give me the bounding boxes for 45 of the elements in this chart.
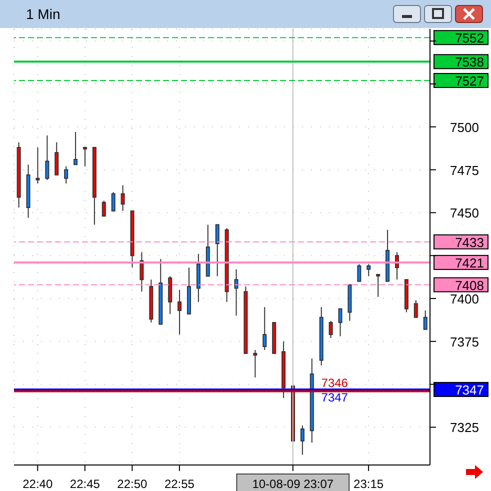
candlestick xyxy=(120,184,125,212)
ref-line-label: 7552 xyxy=(455,30,484,46)
candlestick xyxy=(262,306,267,350)
candlestick xyxy=(54,142,59,176)
candlestick xyxy=(64,166,68,184)
candlestick xyxy=(234,268,238,316)
candlestick xyxy=(102,200,106,217)
ref-line-label: 7538 xyxy=(455,54,484,70)
y-tick-label: 7400 xyxy=(450,291,479,306)
candlestick xyxy=(338,308,342,337)
ref-line-label: 7433 xyxy=(455,234,484,250)
annotation: 7347 xyxy=(321,390,348,404)
y-tick-label: 7325 xyxy=(450,420,479,436)
x-tick-label: 22:50 xyxy=(117,477,148,491)
y-tick-label: 7450 xyxy=(450,206,479,221)
ref-line-label: 7421 xyxy=(455,255,484,270)
candlestick xyxy=(111,192,116,212)
x-tick-label: 22:55 xyxy=(164,477,195,491)
ref-line-label: 7347 xyxy=(455,382,484,398)
y-tick-label: 7500 xyxy=(450,120,479,135)
candlestick xyxy=(45,134,50,181)
candlestick xyxy=(140,252,144,292)
ref-line-label: 7408 xyxy=(455,278,484,293)
candlestick xyxy=(82,146,87,167)
y-tick-label: 7375 xyxy=(450,334,479,350)
candlestick xyxy=(36,146,40,184)
candlestick xyxy=(328,320,333,338)
x-tick-label: 22:40 xyxy=(22,477,53,491)
candlestick xyxy=(376,274,380,298)
candlestick xyxy=(366,264,371,277)
candlestick xyxy=(178,289,182,336)
annotation: 7346 xyxy=(321,376,348,390)
candlestick xyxy=(300,425,304,456)
y-tick-label: 7475 xyxy=(450,162,479,178)
candlestick xyxy=(423,310,428,330)
candlestick xyxy=(74,131,78,166)
candlestick xyxy=(215,224,220,277)
chart-title: 1 Min xyxy=(26,6,60,22)
candlestick xyxy=(253,349,258,378)
candlestick xyxy=(357,264,362,282)
x-tick-label: 23:15 xyxy=(354,477,384,491)
ref-line-label: 7527 xyxy=(455,73,484,88)
x-tick-label: 22:45 xyxy=(70,477,100,491)
candlestick xyxy=(414,300,418,318)
x-tick-label: 10-08-09 23:07 xyxy=(252,477,334,491)
